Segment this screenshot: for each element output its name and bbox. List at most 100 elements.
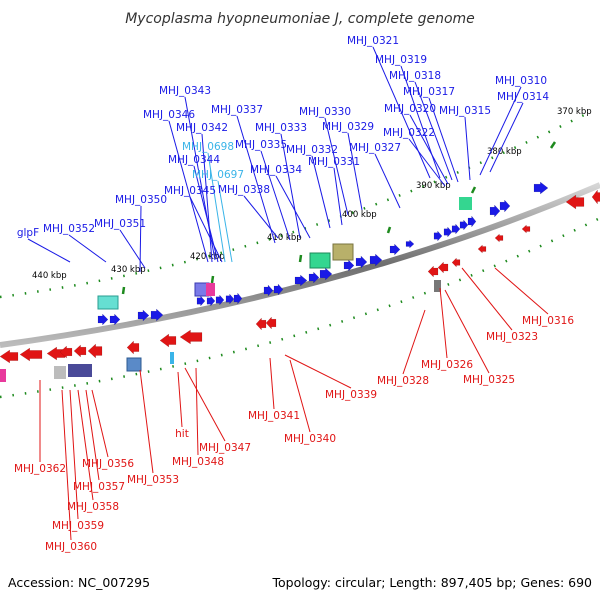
gene-label[interactable]: MHJ_0352 (43, 223, 95, 235)
gene-label[interactable]: MHJ_0356 (82, 458, 134, 470)
forward-gene-arrow[interactable] (97, 313, 109, 326)
forward-gene-arrow[interactable] (355, 255, 368, 269)
reverse-gene-arrow[interactable] (159, 333, 177, 348)
gene-label[interactable]: MHJ_0343 (159, 85, 211, 97)
gene-label[interactable]: MHJ_0331 (308, 156, 360, 168)
forward-gene-arrow[interactable] (109, 313, 121, 326)
gene-label[interactable]: MHJ_0358 (67, 501, 119, 513)
forward-gene-arrow[interactable] (206, 295, 216, 307)
reverse-gene-arrow[interactable] (255, 317, 267, 331)
forward-gene-arrow[interactable] (369, 253, 383, 267)
gene-label[interactable]: MHJ_0338 (218, 184, 270, 196)
gene-label[interactable]: MHJ_0341 (248, 410, 300, 422)
reverse-gene-arrow[interactable] (19, 347, 43, 362)
forward-gene-arrow[interactable] (343, 259, 355, 272)
gene-label[interactable]: MHJ_0344 (168, 154, 220, 166)
forward-gene-arrow[interactable] (319, 267, 333, 281)
gene-label[interactable]: MHJ_0359 (52, 520, 104, 532)
reverse-gene-arrow[interactable] (73, 344, 87, 358)
gene-label[interactable]: MHJ_0357 (73, 481, 125, 493)
gene-label[interactable]: glpF (17, 227, 39, 239)
gene-label[interactable]: MHJ_0317 (403, 86, 455, 98)
leader-line (195, 367, 199, 456)
gene-label[interactable]: MHJ_0342 (176, 122, 228, 134)
forward-gene-arrow[interactable] (433, 230, 443, 242)
gene-label[interactable]: MHJ_0325 (463, 374, 515, 386)
gene-label[interactable]: MHJ_0335 (235, 139, 287, 151)
gene-label[interactable]: MHJ_0333 (255, 122, 307, 134)
reverse-gene-arrow[interactable] (59, 345, 73, 359)
leader-line (177, 371, 183, 428)
gene-label[interactable]: MHJ_0339 (325, 389, 377, 401)
reverse-gene-arrow[interactable] (126, 340, 140, 355)
leader-line (269, 357, 275, 410)
reverse-gene-arrow[interactable] (494, 233, 504, 243)
reverse-gene-arrow[interactable] (427, 265, 439, 278)
gene-label[interactable]: MHJ_0345 (164, 185, 216, 197)
reverse-gene-arrow[interactable] (437, 261, 449, 274)
forward-gene-arrow[interactable] (499, 199, 511, 213)
forward-gene-arrow[interactable] (389, 243, 401, 256)
forward-gene-arrow[interactable] (459, 219, 469, 231)
gene-label[interactable]: MHJ_0334 (250, 164, 302, 176)
reverse-gene-arrow[interactable] (87, 343, 103, 359)
forward-gene-arrow[interactable] (215, 294, 225, 306)
gene-label[interactable]: MHJ_0353 (127, 474, 179, 486)
forward-gene-arrow[interactable] (263, 284, 274, 297)
gene-label[interactable]: MHJ_0362 (14, 463, 66, 475)
gene-label[interactable]: MHJ_0328 (377, 375, 429, 387)
reverse-gene-arrow[interactable] (265, 316, 277, 330)
gene-label[interactable]: MHJ_0347 (199, 442, 251, 454)
leader-line (236, 115, 276, 244)
forward-gene-arrow[interactable] (443, 226, 453, 238)
gene-label[interactable]: MHJ_0346 (143, 109, 195, 121)
forward-gene-arrow[interactable] (489, 204, 501, 218)
forward-gene-arrow[interactable] (225, 293, 235, 305)
forward-gene-arrow[interactable] (273, 283, 284, 296)
reverse-gene-arrow[interactable] (477, 244, 487, 254)
reverse-gene-arrow[interactable] (591, 189, 600, 205)
forward-gene-arrow[interactable] (233, 292, 243, 305)
gene-label[interactable]: MHJ_0320 (384, 103, 436, 115)
gene-label[interactable]: MHJ_0322 (383, 127, 435, 139)
gene-label[interactable]: MHJ_0697 (192, 169, 244, 181)
forward-gene-arrow[interactable] (308, 271, 320, 284)
forward-gene-arrow[interactable] (196, 295, 206, 307)
gene-label[interactable]: MHJ_0321 (347, 35, 399, 47)
gene-label[interactable]: MHJ_0348 (172, 456, 224, 468)
gene-label[interactable]: MHJ_0329 (322, 121, 374, 133)
gene-label[interactable]: hit (175, 428, 189, 440)
leader-line (119, 229, 146, 269)
gene-label[interactable]: MHJ_0330 (299, 106, 351, 118)
gene-label[interactable]: MHJ_0327 (349, 142, 401, 154)
gene-label[interactable]: MHJ_0351 (94, 218, 146, 230)
gene-label[interactable]: MHJ_0323 (486, 331, 538, 343)
reverse-gene-arrow[interactable] (179, 329, 203, 345)
forward-gene-arrow[interactable] (533, 181, 549, 195)
reverse-gene-arrow[interactable] (46, 346, 66, 361)
leader-line (27, 238, 71, 263)
forward-gene-arrow[interactable] (294, 274, 308, 287)
gene-label[interactable]: MHJ_0310 (495, 75, 547, 87)
gene-label[interactable]: MHJ_0319 (375, 54, 427, 66)
gene-label[interactable]: MHJ_0316 (522, 315, 574, 327)
reverse-gene-arrow[interactable] (521, 224, 531, 234)
gene-label[interactable]: MHJ_0326 (421, 359, 473, 371)
gene-label[interactable]: MHJ_0360 (45, 541, 97, 553)
reverse-gene-arrow[interactable] (565, 194, 585, 210)
gene-label[interactable]: MHJ_0698 (182, 141, 234, 153)
gene-label[interactable]: MHJ_0350 (115, 194, 167, 206)
gene-label[interactable]: MHJ_0340 (284, 433, 336, 445)
forward-gene-arrow[interactable] (467, 215, 477, 228)
forward-gene-arrow[interactable] (150, 308, 164, 322)
forward-gene-arrow[interactable] (137, 309, 150, 322)
gene-label[interactable]: MHJ_0337 (211, 104, 263, 116)
reverse-gene-arrow[interactable] (0, 349, 19, 364)
gene-label[interactable]: MHJ_0315 (439, 105, 491, 117)
reverse-gene-arrow[interactable] (451, 257, 461, 268)
gene-label[interactable]: MHJ_0332 (286, 144, 338, 156)
gene-label[interactable]: MHJ_0314 (497, 91, 549, 103)
forward-gene-arrow[interactable] (451, 223, 461, 235)
gene-label[interactable]: MHJ_0318 (389, 70, 441, 82)
forward-gene-arrow[interactable] (405, 239, 415, 249)
